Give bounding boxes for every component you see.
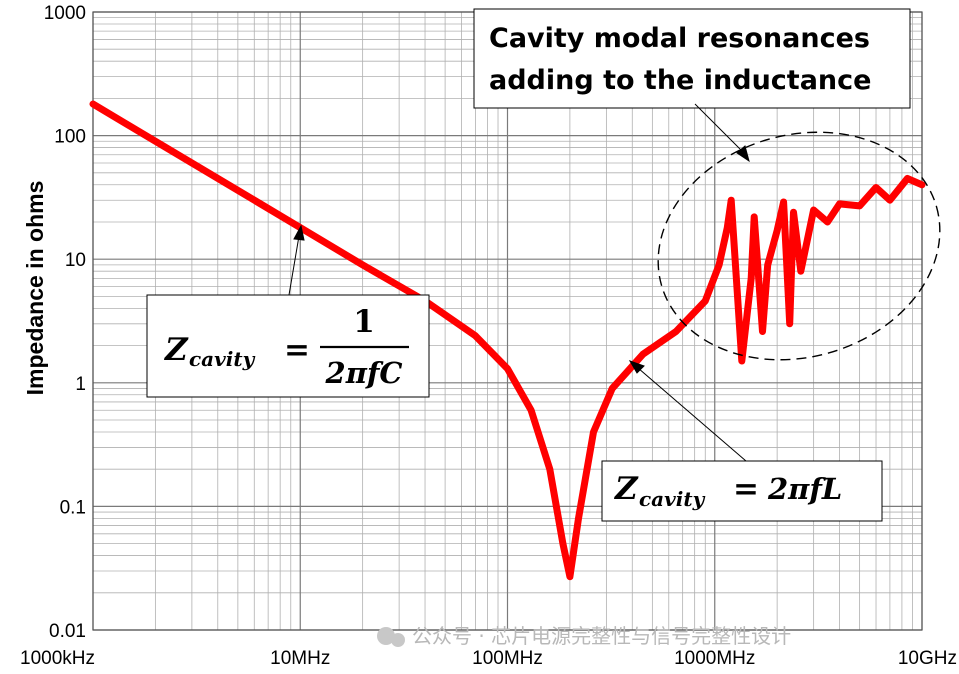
annotation-line-1: Cavity modal resonances	[489, 23, 870, 54]
annotation-resonances: Cavity modal resonances adding to the in…	[473, 8, 911, 109]
wechat-icon-small	[391, 633, 405, 647]
formula-l-box	[601, 460, 883, 522]
formula-capacitive: Z cavity = 1 2πfC	[146, 294, 430, 398]
watermark-text: 公众号 · 芯片电源完整性与信号完整性设计	[412, 624, 791, 648]
arrow-resonance-head	[736, 145, 750, 163]
annotation-line-2: adding to the inductance	[489, 65, 871, 96]
wechat-icon	[377, 627, 395, 645]
x-tick-label: 10MHz	[270, 648, 330, 669]
formula-inductive: Z cavity = 2πfL	[601, 460, 883, 522]
formula-c-eq: =	[284, 332, 310, 368]
formula-l-sub: cavity	[639, 487, 706, 511]
arrow-capacitive-line	[288, 235, 300, 296]
annotation-arrows	[288, 103, 750, 462]
formula-l-eq: =	[733, 471, 759, 507]
formula-l-rhs: 2πfL	[767, 472, 842, 506]
y-tick-label: 0.01	[49, 621, 86, 642]
impedance-curve	[89, 100, 926, 581]
formula-c-numerator: 1	[353, 304, 375, 340]
y-tick-label: 10	[65, 250, 86, 271]
x-tick-label: 100MHz	[472, 648, 543, 669]
y-axis-label: Impedance in ohms	[22, 181, 48, 396]
resonance-ellipse	[657, 131, 941, 361]
x-tick-labels: 1000kHz 10MHz 100MHz 1000MHz 10GHz	[20, 648, 957, 669]
arrow-resonance-line	[694, 103, 746, 155]
formula-l-lhs: Z	[613, 471, 639, 507]
y-tick-labels: 1000 100 10 1 0.1 0.01	[44, 3, 86, 642]
y-tick-label: 1000	[44, 3, 86, 24]
y-tick-label: 100	[54, 127, 86, 148]
formula-c-lhs: Z	[163, 332, 189, 368]
arrow-capacitive-head	[293, 224, 305, 241]
watermark: 公众号 · 芯片电源完整性与信号完整性设计	[377, 624, 791, 648]
arrow-inductive-line	[637, 367, 747, 462]
x-tick-label: 10GHz	[898, 648, 957, 669]
x-tick-label: 1000kHz	[20, 648, 95, 669]
y-tick-label: 1	[75, 374, 86, 395]
x-tick-label: 1000MHz	[674, 648, 755, 669]
curve-layer	[89, 100, 926, 581]
formula-c-sub: cavity	[189, 347, 256, 371]
arrow-inductive-head	[628, 360, 645, 374]
formula-c-denominator: 2πfC	[325, 356, 403, 390]
annotation-box	[473, 8, 911, 109]
y-tick-label: 0.1	[60, 497, 86, 518]
